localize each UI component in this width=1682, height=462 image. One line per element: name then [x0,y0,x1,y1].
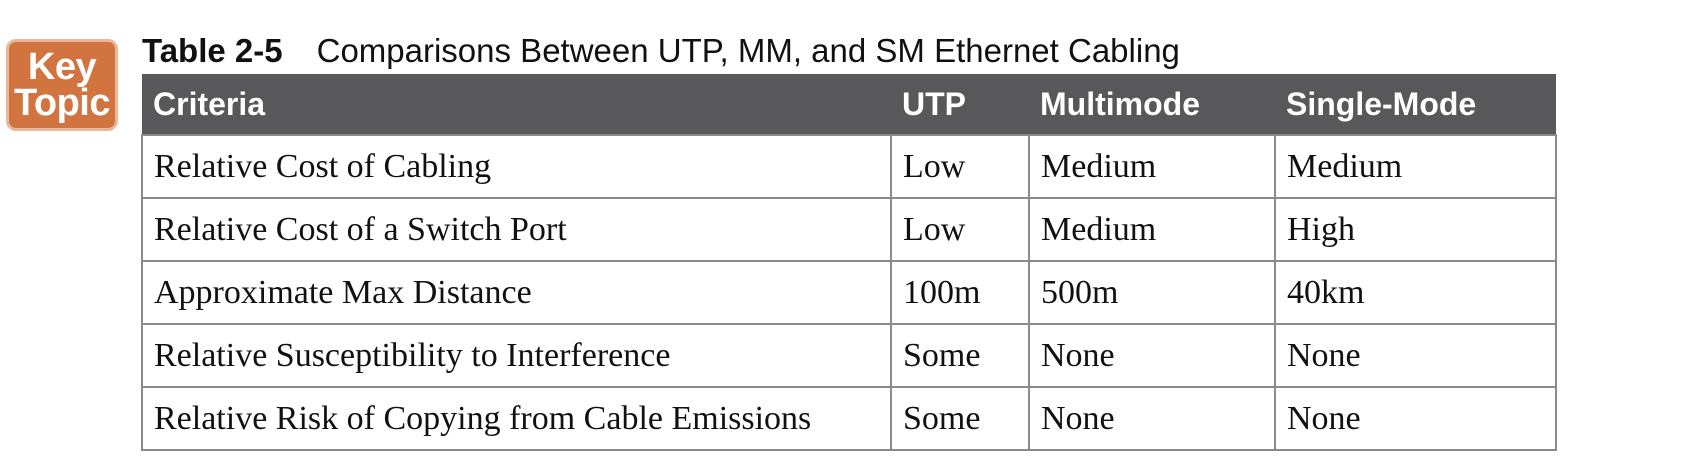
multimode-cell: Medium [1028,197,1276,262]
utp-cell: Some [890,323,1030,388]
criteria-cell: Relative Cost of Cabling [141,134,892,199]
cabling-comparison-table: Criteria UTP Multimode Single-Mode Relat… [141,74,1557,451]
utp-cell: Low [890,134,1030,199]
key-topic-badge: Key Topic [6,39,118,131]
utp-cell: Some [890,386,1030,451]
multimode-cell: None [1028,323,1276,388]
single-mode-cell: High [1274,197,1557,262]
column-header-single-mode: Single-Mode [1275,74,1556,135]
table-row: Relative Cost of a Switch Port Low Mediu… [141,197,1557,262]
multimode-cell: 500m [1028,260,1276,325]
criteria-cell: Relative Susceptibility to Interference [141,323,892,388]
single-mode-cell: Medium [1274,134,1557,199]
table-number: Table 2-5 [142,32,283,69]
key-topic-line1: Key [27,46,97,88]
criteria-cell: Relative Risk of Copying from Cable Emis… [141,386,892,451]
table-caption: Table 2-5 Comparisons Between UTP, MM, an… [142,28,1180,74]
utp-cell: Low [890,197,1030,262]
table-header-row: Criteria UTP Multimode Single-Mode [142,74,1556,135]
table-row: Relative Risk of Copying from Cable Emis… [141,386,1557,451]
single-mode-cell: 40km [1274,260,1557,325]
single-mode-cell: None [1274,386,1557,451]
criteria-cell: Relative Cost of a Switch Port [141,197,892,262]
table-row: Relative Susceptibility to Interference … [141,323,1557,388]
multimode-cell: Medium [1028,134,1276,199]
table-title: Comparisons Between UTP, MM, and SM Ethe… [316,32,1180,69]
column-header-utp: UTP [891,74,1029,135]
table-row: Approximate Max Distance 100m 500m 40km [141,260,1557,325]
table-row: Relative Cost of Cabling Low Medium Medi… [141,134,1557,199]
key-topic-line2: Topic [13,82,111,124]
criteria-cell: Approximate Max Distance [141,260,892,325]
single-mode-cell: None [1274,323,1557,388]
utp-cell: 100m [890,260,1030,325]
column-header-criteria: Criteria [142,74,891,135]
multimode-cell: None [1028,386,1276,451]
column-header-multimode: Multimode [1029,74,1275,135]
